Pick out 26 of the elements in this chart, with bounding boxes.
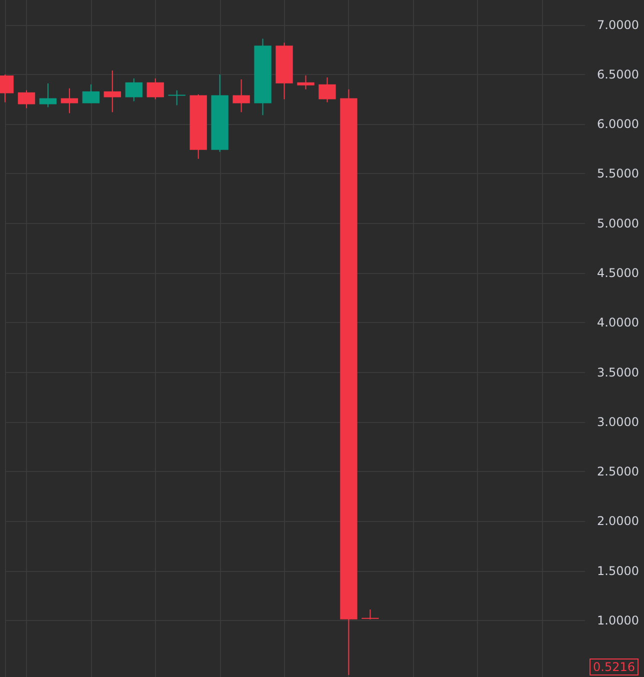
candlestick [232,78,250,113]
y-tick-label: 5.5000 [597,166,639,181]
candlestick [104,70,121,113]
candlestick [362,609,379,620]
candlestick [18,90,36,109]
candlestick [318,76,336,103]
y-tick-label: 6.0000 [597,117,639,132]
y-tick-label: 1.5000 [597,564,639,578]
text: 0.5216 [593,660,635,674]
y-tick-label: 4.5000 [597,266,639,280]
candlestick [39,82,57,108]
candlestick [297,74,314,90]
y-tick-label: 6.5000 [597,67,639,82]
candlestick [82,84,100,104]
candlestick [146,78,164,100]
y-tick-label: 2.5000 [597,464,639,479]
y-tick-label: 3.5000 [597,365,639,380]
candlestick [125,78,142,102]
y-tick-label: 4.0000 [597,316,639,330]
y-tick-label: 7.0000 [597,18,639,32]
candlestick [168,90,186,106]
y-tick-label: 3.0000 [597,414,639,429]
candlestick [60,88,78,114]
y-tick-label: 5.0000 [597,216,639,230]
y-tick-label: 2.0000 [597,514,639,528]
y-tick-label: 1.0000 [597,613,639,628]
